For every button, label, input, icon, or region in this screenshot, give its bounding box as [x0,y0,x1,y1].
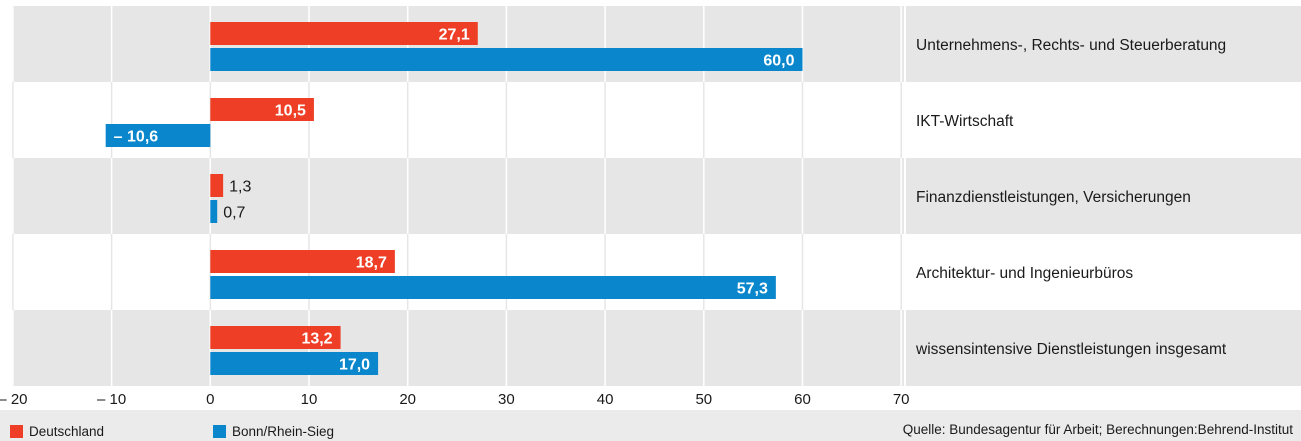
bar-deutschland [210,98,314,121]
x-tick-label: 0 [206,391,214,408]
data-label: 60,0 [763,53,794,70]
bar-deutschland [210,22,478,45]
bar-deutschland [210,250,395,273]
data-label: 57,3 [737,281,768,298]
source-note: Quelle: Bundesagentur für Arbeit; Berech… [902,422,1293,437]
data-label: 18,7 [356,255,387,272]
data-label: – 10,6 [114,129,159,146]
category-label: Unternehmens-, Rechts- und Steuerberatun… [916,37,1226,54]
legend-item-deutschland: Deutschland [10,423,105,439]
x-tick-label: 30 [498,391,515,408]
x-tick-label: 20 [399,391,416,408]
data-label: 1,3 [229,179,251,196]
legend-label-deutschland: Deutschland [29,423,105,439]
data-label: 0,7 [223,205,245,222]
legend-item-bonn: Bonn/Rhein-Sieg [213,423,335,439]
axis-band [12,386,905,410]
bar-bonn [210,200,218,223]
x-tick-label: 40 [597,391,614,408]
category-label: Architektur- und Ingenieurbüros [916,265,1133,282]
x-tick-label: – 10 [97,391,126,408]
bar-bonn [105,124,211,147]
data-label: 17,0 [339,357,370,374]
bar-bonn [210,48,803,71]
bar-bonn [210,276,776,299]
bar-bonn [210,352,379,375]
x-tick-label: – 20 [0,391,28,408]
x-tick-label: 10 [301,391,318,408]
bar-deutschland [210,174,224,197]
data-label: 13,2 [301,331,332,348]
x-tick-label: 60 [794,391,811,408]
category-label: Finanzdienstleistungen, Versicherungen [916,189,1191,206]
legend-swatch-deutschland [10,424,23,438]
x-tick-label: 70 [893,391,910,408]
x-tick-label: 50 [695,391,712,408]
category-label: wissensintensive Dienstleistungen insges… [915,341,1227,358]
data-label: 27,1 [439,27,470,44]
category-band [12,158,1301,234]
legend-swatch-bonn [213,424,226,438]
bar-deutschland [210,326,341,349]
legend-label-bonn: Bonn/Rhein-Sieg [232,423,335,439]
category-label: IKT-Wirtschaft [916,113,1014,130]
data-label: 10,5 [275,103,306,120]
